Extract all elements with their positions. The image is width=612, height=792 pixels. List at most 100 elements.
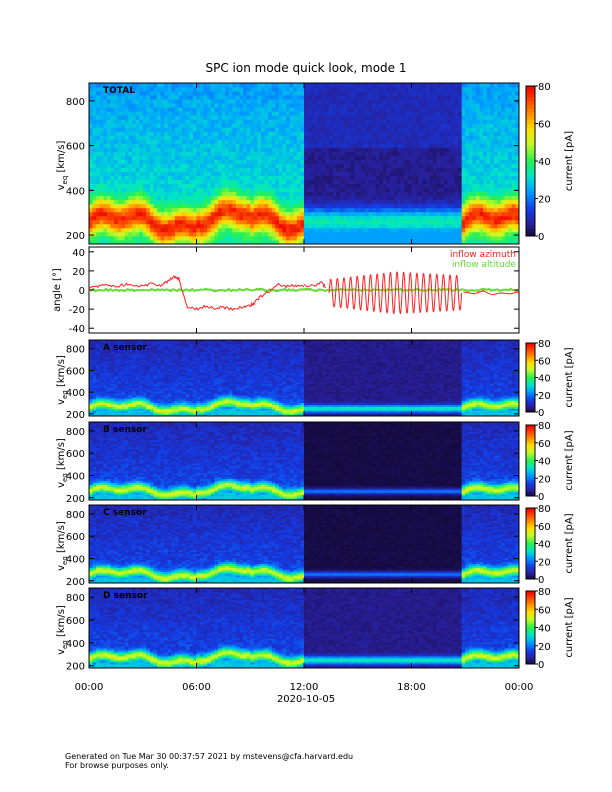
spectrogram-cell [433,107,437,112]
spectrogram-cell [289,163,294,168]
spectrogram-cell [325,131,330,136]
spectrogram-cell [325,107,330,112]
spectrogram-cell [472,159,477,164]
spectrogram-cell [304,83,308,88]
spectrogram-cell [454,187,459,193]
spectrogram-cell [282,87,287,92]
spectrogram-cell [196,91,201,96]
spectrogram-cell [296,151,301,156]
spectrogram-cell [250,203,255,209]
spectrogram-cell [189,239,194,244]
spectrogram-cell [390,187,394,193]
spectrogram-cell [275,171,280,176]
spectrogram-cell [393,119,398,124]
spectrogram-cell [214,155,219,160]
spectrogram-cell [253,99,258,104]
spectrogram-cell [450,115,455,120]
spectrogram-cell [450,195,455,201]
spectrogram-cell [515,223,519,229]
spectrogram-cell [318,183,323,189]
spectrogram-cell [307,227,312,233]
spectrogram-cell [318,155,323,160]
spectrogram-cell [314,159,319,164]
spectrogram-cell [364,91,369,96]
spectrogram-cell [436,147,441,152]
spectrogram-cell [458,231,463,237]
spectrogram-cell [368,139,373,144]
spectrogram-cell [357,159,362,164]
spectrogram-cell [350,219,355,225]
spectrogram-cell [110,115,115,120]
spectrogram-cell [235,111,240,116]
spectrogram-cell [124,187,129,193]
spectrogram-cell [114,227,119,233]
spectrogram-cell [218,199,222,205]
spectrogram-cell [142,239,147,244]
spectrogram-cell [135,123,140,128]
spectrogram-cell [364,215,369,221]
spectrogram-cell [504,87,509,92]
spectrogram-cell [318,207,323,213]
spectrogram-cell [465,151,470,156]
spectrogram-cell [511,207,516,213]
spectrogram-cell [372,163,377,168]
spectrogram-cell [114,195,119,201]
spectrogram-cell [157,199,162,205]
spectrogram-cell [286,91,291,96]
spectrogram-cell [214,227,219,233]
spectrogram-cell [103,91,108,96]
spectrogram-cell [433,179,437,185]
spectrogram-cell [121,239,126,244]
spectrogram-cell [149,219,154,225]
spectrogram-cell [157,123,162,128]
spectrogram-cell [89,199,93,205]
spectrogram-cell [164,191,169,197]
spectrogram-cell [196,187,201,193]
spectrogram-cell [218,115,222,120]
spectrogram-cell [185,91,190,96]
spectrogram-cell [332,227,337,233]
spectrogram-cell [142,91,147,96]
spectrogram-cell [110,219,115,225]
spectrogram-cell [218,187,222,193]
spectrogram-cell [350,95,355,100]
spectrogram-cell [372,187,377,193]
spectrogram-cell [393,219,398,225]
spectrogram-cell [415,219,420,225]
spectrogram-cell [418,175,423,180]
spectrogram-cell [422,131,427,136]
spectrogram-cell [293,203,298,209]
spectrogram-cell [218,163,222,168]
spectrogram-cell [218,191,222,197]
spectrogram-cell [372,215,377,221]
spectrogram-cell [390,207,394,213]
spectrogram-cell [443,215,448,221]
spectrogram-cell [497,159,502,164]
spectrogram-cell [225,151,230,156]
colorbar-segment [526,228,535,233]
spectrogram-cell [106,111,111,116]
spectrogram-cell [103,151,108,156]
spectrogram-cell [92,395,97,398]
spectrogram-cell [192,107,197,112]
spectrogram-cell [96,239,101,244]
spectrogram-cell [436,99,441,104]
spectrogram-cell [508,139,513,144]
spectrogram-cell [175,151,179,156]
spectrogram-cell [175,231,179,237]
spectrogram-cell [164,155,169,160]
spectrogram-cell [511,151,516,156]
spectrogram-cell [135,103,140,108]
spectrogram-cell [332,171,337,176]
spectrogram-cell [483,191,488,197]
spectrogram-cell [117,167,122,172]
spectrogram-cell [490,147,495,152]
spectrogram-cell [447,203,452,209]
spectrogram-cell [472,91,477,96]
spectrogram-cell [504,119,509,124]
spectrogram-cell [386,147,391,152]
spectrogram-cell [264,87,269,92]
spectrogram-cell [289,223,294,229]
spectrogram-cell [433,231,437,237]
spectrogram-cell [221,83,226,88]
